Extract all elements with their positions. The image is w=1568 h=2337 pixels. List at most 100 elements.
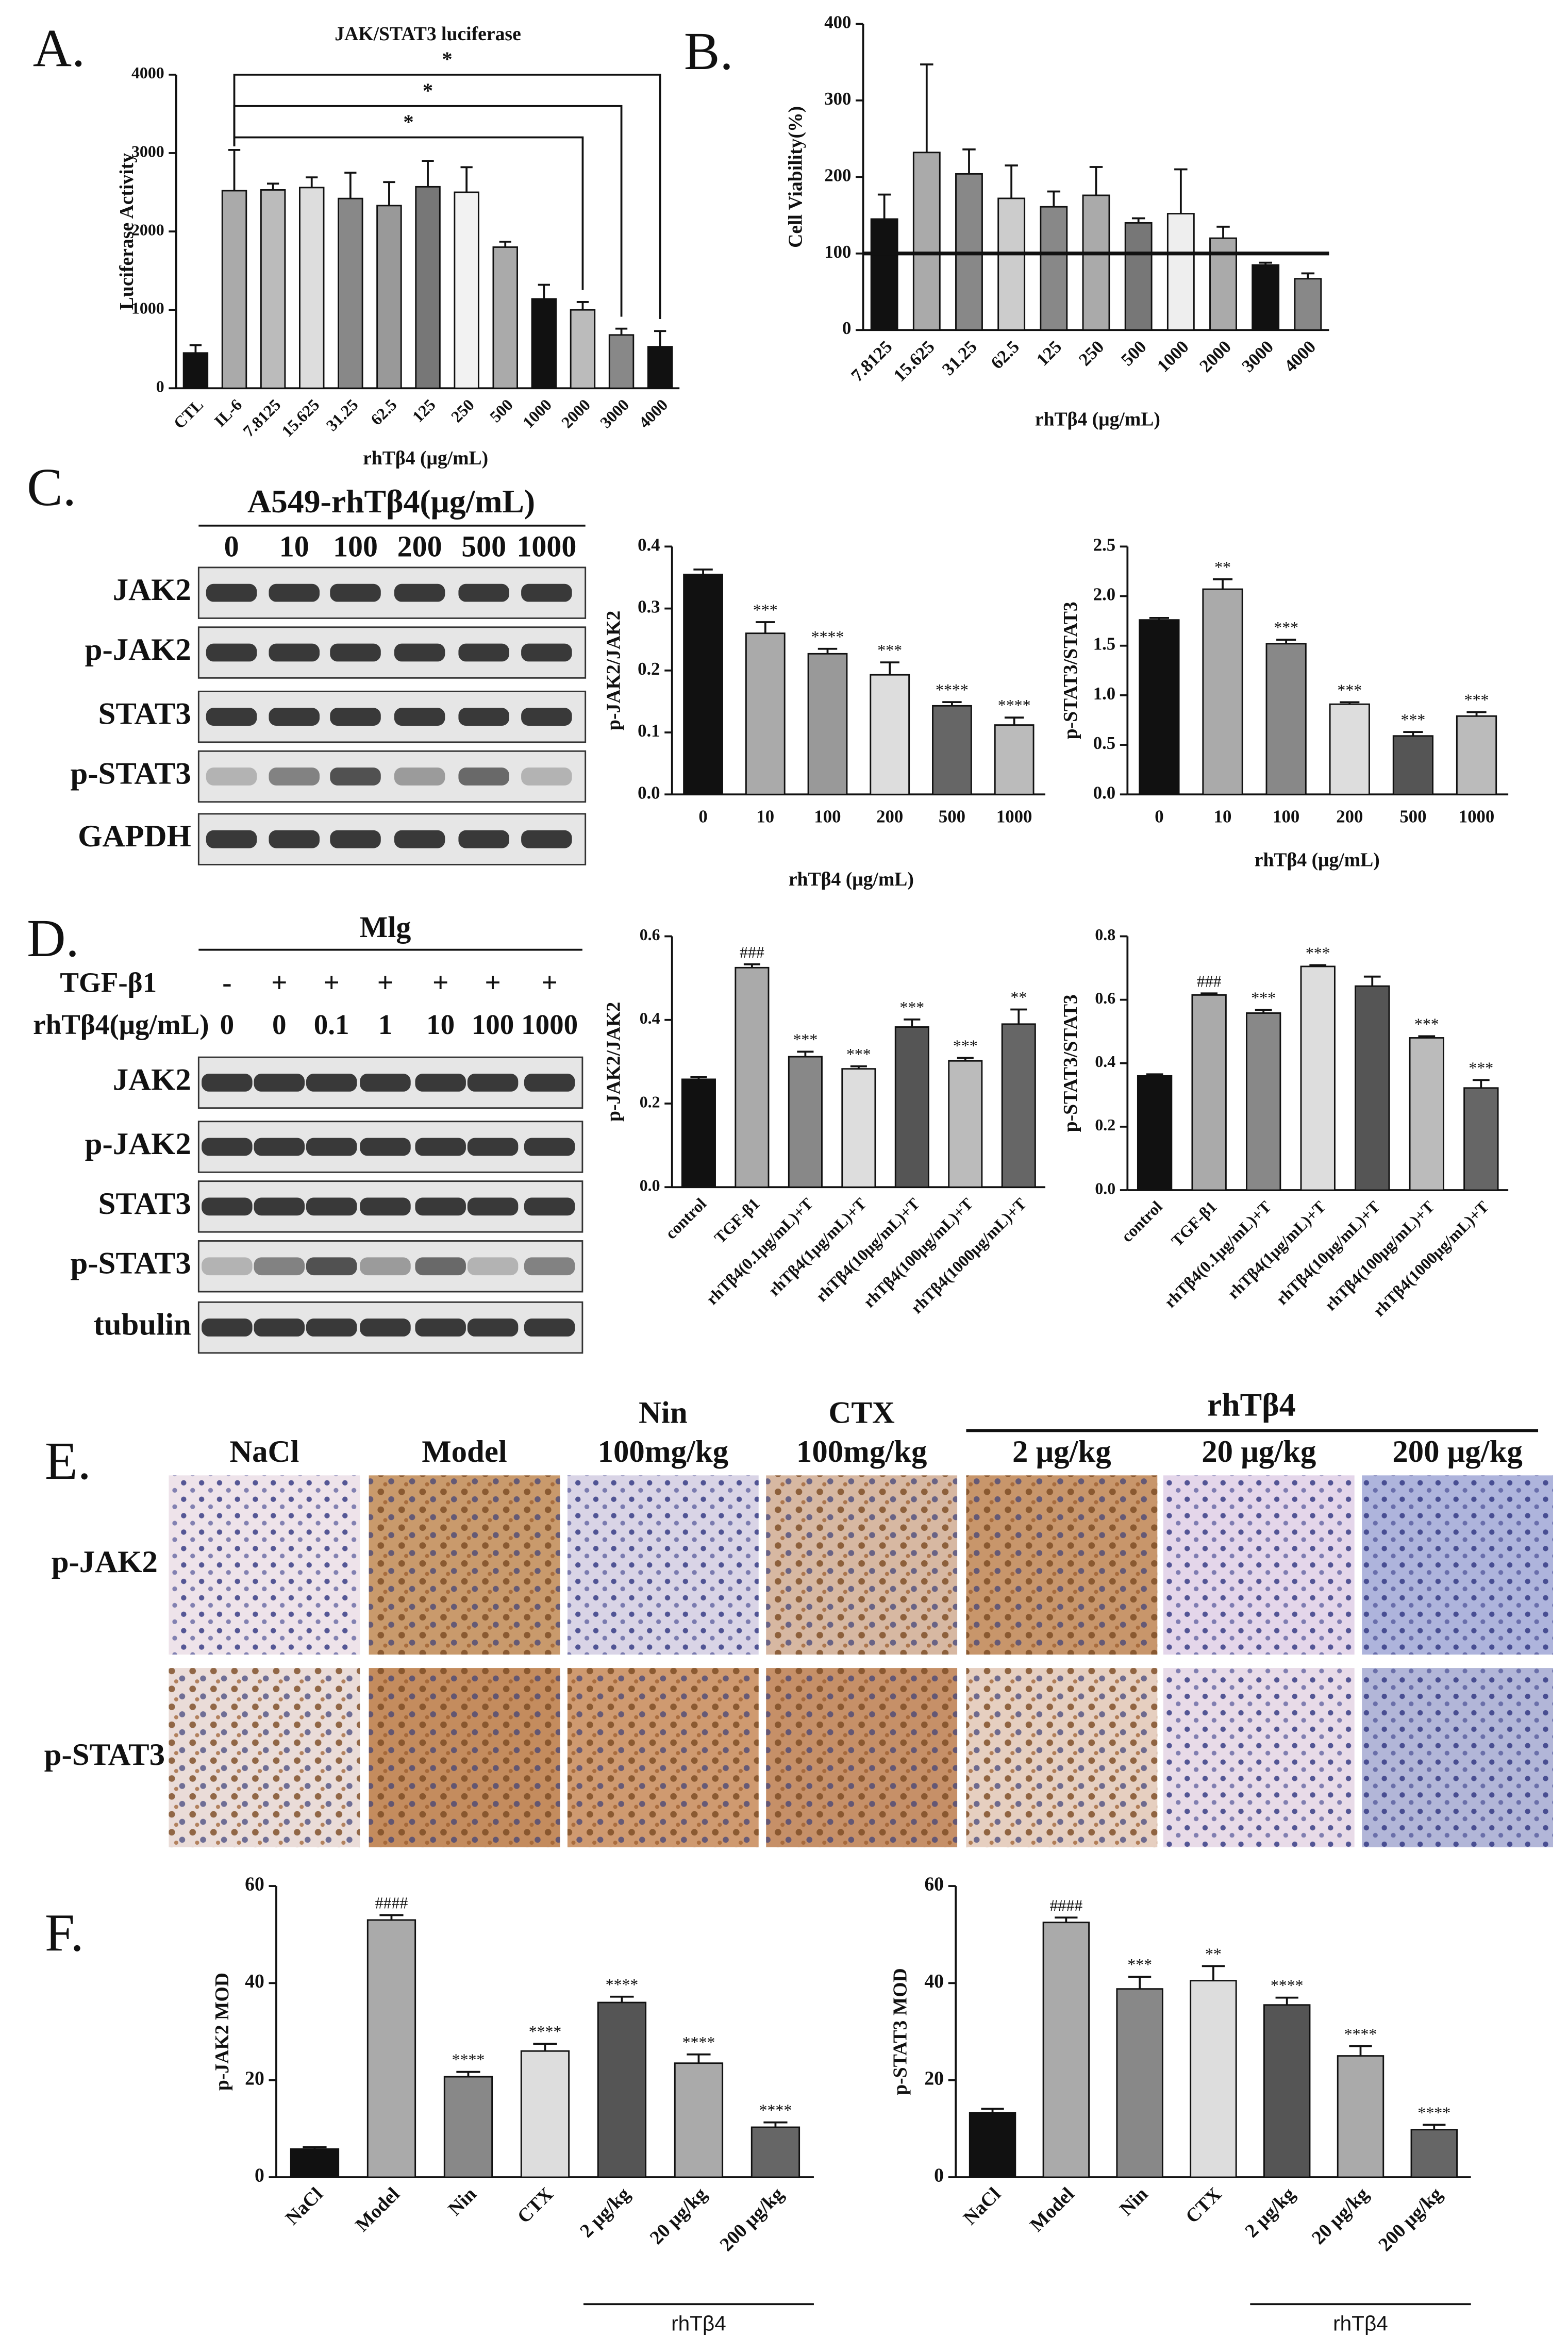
- blot-band: [394, 643, 445, 662]
- significance: ***: [1127, 1956, 1152, 1974]
- significance: ***: [877, 641, 902, 659]
- treatment-value: 0: [220, 1009, 235, 1040]
- bar: [1265, 643, 1307, 795]
- x-tick-label: 4000: [1280, 337, 1320, 376]
- significance: ****: [1417, 2104, 1450, 2122]
- comparison-label: *: [423, 79, 433, 102]
- significance: ****: [1344, 2025, 1377, 2043]
- blot-band: [306, 1074, 357, 1092]
- blot-band: [415, 1197, 466, 1216]
- x-tick-label: TGF-β1: [1168, 1197, 1221, 1250]
- y-axis-label: Luciferase Activity: [116, 153, 138, 310]
- x-tick-label: 200: [1336, 807, 1363, 827]
- treatment-value: +: [485, 967, 501, 998]
- blot-band: [202, 1318, 253, 1337]
- blot-band: [524, 1074, 575, 1092]
- x-tick-label: 10: [1214, 807, 1232, 827]
- blot-band: [202, 1257, 253, 1276]
- lane-label: 10: [279, 529, 309, 563]
- x-tick-label: 1000: [519, 396, 555, 432]
- significance: ***: [1464, 691, 1489, 709]
- blot-band: [415, 1138, 466, 1156]
- bar: [1202, 588, 1243, 795]
- y-tick-label: 0.1: [638, 721, 660, 741]
- lane-label: 100: [333, 529, 378, 563]
- blot-strip: [197, 690, 587, 743]
- x-tick-label: Model: [351, 2183, 404, 2236]
- bar: [338, 197, 363, 389]
- significance: **: [1010, 988, 1027, 1006]
- y-tick-label: 40: [245, 1971, 264, 1992]
- significance: ***: [753, 601, 778, 619]
- bar: [492, 246, 518, 389]
- bar: [870, 218, 898, 331]
- blot-label: tubulin: [93, 1307, 191, 1342]
- y-tick-label: 0.6: [640, 926, 660, 944]
- panel-letter: A.: [33, 18, 85, 78]
- blot-band: [330, 643, 381, 662]
- blot-band: [269, 583, 320, 602]
- y-axis-label: p-STAT3/STAT3: [1060, 994, 1081, 1132]
- x-tick-label: Nin: [1115, 2183, 1152, 2220]
- panel-letter: C.: [27, 457, 76, 517]
- treatment-value: +: [432, 967, 448, 998]
- y-tick-label: 1.0: [1093, 683, 1115, 704]
- bar: [683, 574, 723, 795]
- blot-band: [206, 643, 257, 662]
- ihc-texture: [1362, 1475, 1554, 1655]
- comparison-bracket: [233, 136, 584, 290]
- x-tick-label: 62.5: [987, 337, 1023, 373]
- y-tick-label: 100: [824, 242, 851, 262]
- ihc-column-dose: 100mg/kg: [796, 1434, 927, 1469]
- blot-header: Mlg: [360, 910, 411, 944]
- blot-band: [458, 830, 509, 848]
- bar: [841, 1068, 876, 1188]
- x-tick-label: NaCl: [281, 2183, 327, 2229]
- y-tick-label: 0.0: [1095, 1179, 1115, 1197]
- x-tick-label: 2 μg/kg: [576, 2183, 635, 2242]
- bar: [1329, 703, 1370, 795]
- y-tick-label: 0.3: [638, 597, 660, 617]
- ihc-texture: [766, 1475, 958, 1655]
- blot-band: [458, 708, 509, 726]
- treatment-value: -: [222, 967, 231, 998]
- blot-strip: [197, 626, 587, 679]
- significance: ***: [899, 998, 924, 1016]
- blot-band: [524, 1257, 575, 1276]
- blot-band: [202, 1074, 253, 1092]
- y-tick-label: 0.0: [638, 782, 660, 803]
- x-tick-label: 1000: [996, 807, 1032, 827]
- blot-band: [254, 1074, 305, 1092]
- x-tick-label: 125: [1032, 337, 1065, 370]
- bar: [788, 1056, 823, 1188]
- bar: [443, 2076, 493, 2178]
- bar: [260, 189, 286, 389]
- treatment-value: 0: [272, 1009, 287, 1040]
- blot-band: [360, 1318, 411, 1337]
- x-axis-label: rhTβ4 (μg/mL): [363, 447, 488, 469]
- y-tick-label: 300: [824, 89, 851, 109]
- x-tick-label: Model: [1026, 2183, 1078, 2236]
- blot-label: p-JAK2: [85, 632, 191, 667]
- ihc-texture: [1362, 1668, 1554, 1847]
- x-tick-label: 500: [486, 396, 516, 426]
- x-tick-label: CTX: [1181, 2183, 1226, 2228]
- y-tick-label: 0: [842, 318, 851, 338]
- blot-band: [524, 1138, 575, 1156]
- bar: [1355, 985, 1390, 1191]
- significance: ***: [793, 1030, 818, 1048]
- x-tick-label: 10: [756, 807, 774, 827]
- bar: [1263, 2004, 1311, 2178]
- bar: [1139, 619, 1180, 795]
- significance: ***: [1251, 989, 1276, 1007]
- x-tick-label: rhTβ4(10μg/mL)+T: [1273, 1197, 1383, 1308]
- bar: [182, 352, 209, 389]
- bar: [1409, 1037, 1444, 1191]
- y-axis-label: p-STAT3 MOD: [890, 1968, 911, 2095]
- significance: ***: [846, 1045, 871, 1063]
- y-tick-label: 0.8: [1095, 926, 1115, 944]
- ihc-texture: [369, 1475, 560, 1655]
- ihc-row-label: p-JAK2: [52, 1545, 158, 1579]
- y-tick-label: 20: [245, 2067, 264, 2089]
- significance: ####: [1049, 1896, 1082, 1914]
